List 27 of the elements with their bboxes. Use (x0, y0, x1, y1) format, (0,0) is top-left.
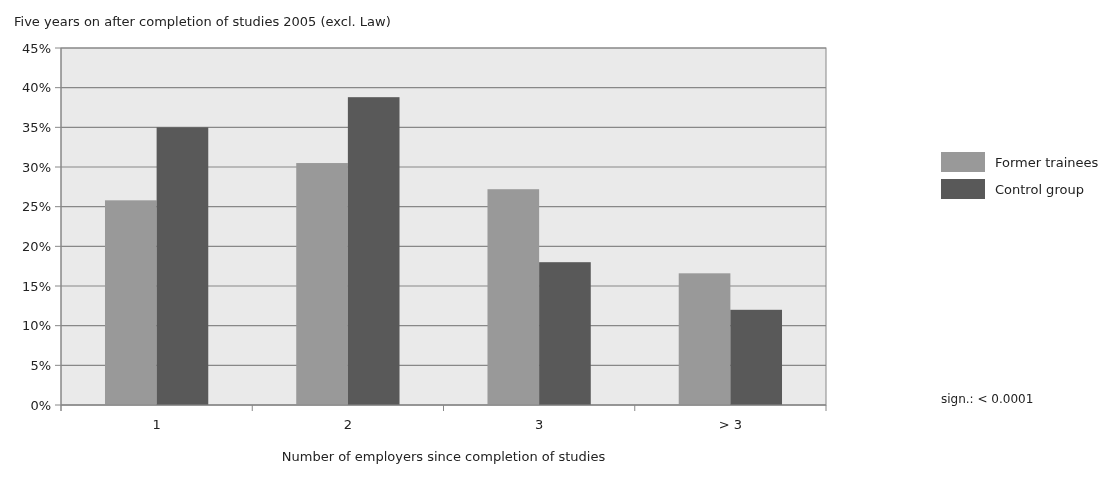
bar (678, 273, 731, 405)
bar (104, 200, 157, 405)
y-tick-label: 35% (22, 119, 51, 135)
text: sign.: < 0.0001 (941, 392, 1034, 406)
y-tick-label: 0% (30, 397, 51, 413)
legend-label: Control group (995, 181, 1084, 197)
bar (156, 127, 209, 405)
chart-title: Five years on after completion of studies 2005 (excl. Law) (14, 14, 391, 29)
legend-label: Former trainees (995, 154, 1099, 170)
bar (296, 163, 348, 405)
x-tick-label: 1 (152, 417, 161, 432)
y-tick-label: 10% (22, 318, 51, 334)
x-tick-label: 3 (534, 417, 544, 432)
bar (487, 189, 540, 405)
bar (347, 97, 400, 405)
x-axis-title: Number of employers since completion of studies (281, 449, 606, 464)
y-tick-label: 25% (22, 199, 51, 215)
bar (539, 262, 591, 405)
x-tick-label: > 3 (718, 417, 743, 432)
y-tick-label: 5% (30, 357, 51, 373)
y-tick-label: 15% (22, 278, 51, 294)
y-tick-label: 30% (22, 159, 51, 175)
bar (730, 309, 783, 405)
x-tick-label: 2 (343, 417, 353, 432)
y-tick-label: 45% (22, 40, 51, 56)
y-tick-label: 40% (22, 80, 51, 96)
y-tick-label: 20% (22, 238, 51, 254)
